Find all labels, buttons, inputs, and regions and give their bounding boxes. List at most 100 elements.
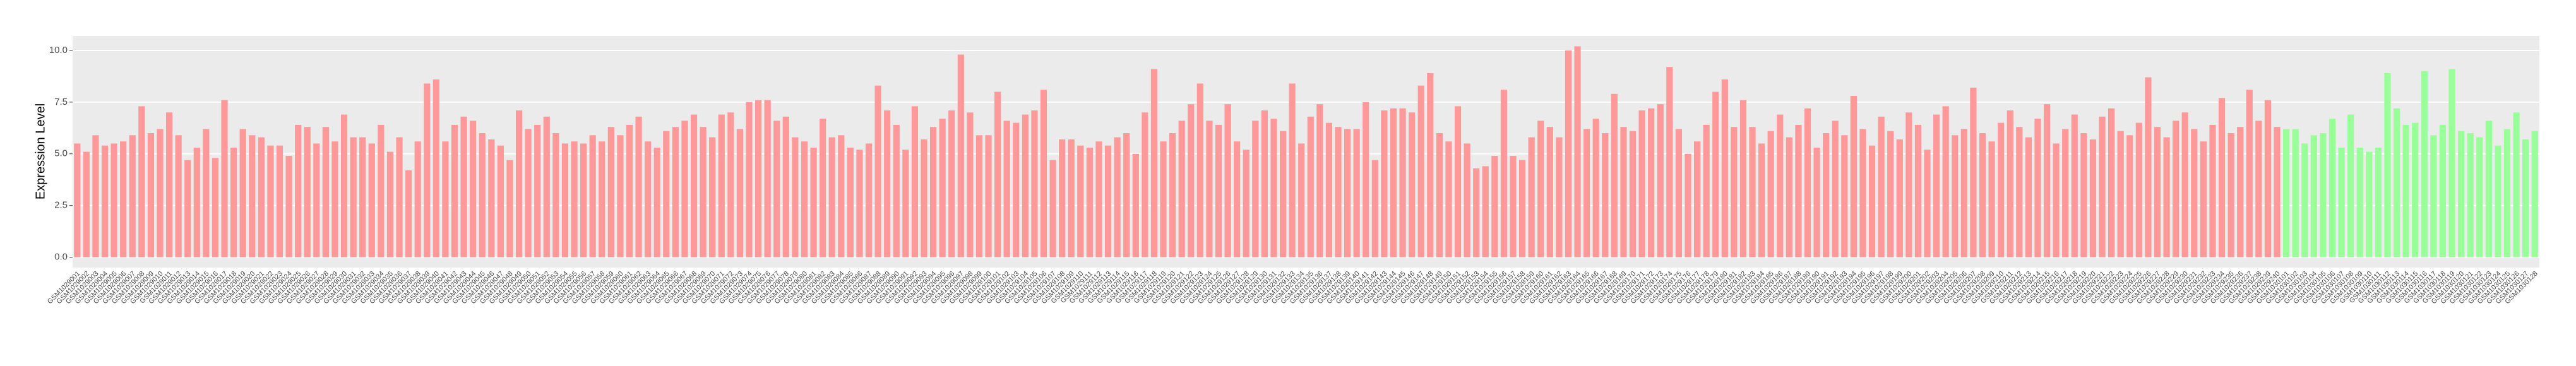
bar — [1363, 102, 1369, 257]
bar — [1914, 124, 1922, 257]
bar — [746, 102, 753, 257]
bar — [1196, 83, 1203, 257]
bar — [1758, 143, 1765, 257]
bar — [2227, 133, 2234, 257]
bar — [967, 112, 974, 257]
bar — [1077, 145, 1084, 257]
bar — [700, 127, 707, 257]
bar — [2329, 119, 2336, 257]
bar — [1592, 119, 1599, 257]
bar — [884, 110, 891, 257]
bar — [893, 124, 900, 257]
bar — [681, 121, 688, 257]
bar — [221, 100, 228, 257]
bar — [2495, 145, 2501, 257]
bar — [856, 150, 863, 257]
y-tick-label: 2.5 — [54, 200, 68, 211]
bar — [386, 151, 394, 257]
bar — [230, 147, 237, 257]
bar — [488, 139, 495, 257]
bar — [911, 106, 919, 257]
bar — [1942, 106, 1949, 257]
bar — [764, 100, 771, 257]
bar — [1114, 137, 1121, 257]
bar — [2366, 151, 2373, 257]
bar — [101, 145, 109, 257]
bar — [193, 147, 200, 257]
bar — [2457, 131, 2465, 257]
bar — [1224, 104, 1231, 257]
bar — [1243, 150, 1249, 257]
bar — [138, 106, 145, 257]
bar — [1629, 131, 1637, 257]
bar — [1666, 67, 1673, 257]
bar — [1510, 156, 1517, 257]
bar — [432, 79, 439, 257]
bar — [1546, 127, 1553, 257]
bar — [838, 135, 845, 257]
bar — [2181, 112, 2188, 257]
bar — [1049, 160, 1056, 257]
bar — [792, 137, 799, 257]
bar — [239, 129, 246, 257]
bar — [1924, 150, 1931, 257]
bar — [1767, 131, 1774, 257]
bar — [1003, 121, 1010, 257]
bar — [1491, 156, 1498, 257]
bar — [599, 141, 605, 257]
bar — [1556, 137, 1563, 257]
bar — [561, 143, 569, 257]
bar — [1998, 122, 2005, 257]
bar — [552, 133, 559, 257]
bar — [1409, 112, 1416, 257]
bar — [1178, 121, 1185, 257]
bar — [2476, 137, 2483, 257]
bar — [1868, 145, 1876, 257]
bar — [1335, 127, 1342, 257]
bar — [820, 119, 826, 257]
bar — [1040, 90, 1047, 257]
y-tick-label: 10.0 — [49, 45, 68, 56]
bar — [2503, 129, 2511, 257]
bar — [2467, 133, 2474, 257]
bar — [2080, 133, 2087, 257]
bar — [2282, 129, 2290, 257]
bar — [2053, 143, 2060, 257]
bar — [1528, 137, 1535, 257]
bar — [1823, 133, 1830, 257]
bar — [249, 135, 256, 257]
bar — [1123, 133, 1130, 257]
bar — [1583, 129, 1590, 257]
bar — [451, 124, 458, 257]
bar — [2522, 139, 2529, 257]
bar — [506, 160, 513, 257]
bar — [1887, 131, 1894, 257]
bar — [1602, 133, 1609, 257]
bar — [2200, 141, 2207, 257]
bar — [801, 141, 808, 257]
bar — [1933, 114, 1940, 257]
bar — [378, 124, 385, 257]
bar — [1353, 129, 1360, 257]
bar — [175, 135, 182, 257]
bar — [534, 124, 541, 257]
bar — [1813, 147, 1820, 257]
bar — [1316, 104, 1323, 257]
bar — [405, 170, 412, 257]
bar — [1095, 141, 1102, 257]
bar — [2246, 90, 2253, 257]
bar — [957, 54, 964, 257]
bar — [2099, 116, 2106, 257]
bar — [2347, 114, 2354, 257]
bar — [2237, 127, 2244, 257]
bar — [1952, 135, 1959, 257]
bar — [1068, 139, 1075, 257]
bar — [1739, 100, 1747, 257]
bar — [331, 141, 338, 257]
bar — [902, 150, 909, 257]
bar — [1703, 124, 1710, 257]
bar — [939, 119, 946, 257]
bar — [470, 121, 477, 257]
bar — [359, 137, 366, 257]
bar — [2439, 124, 2447, 257]
